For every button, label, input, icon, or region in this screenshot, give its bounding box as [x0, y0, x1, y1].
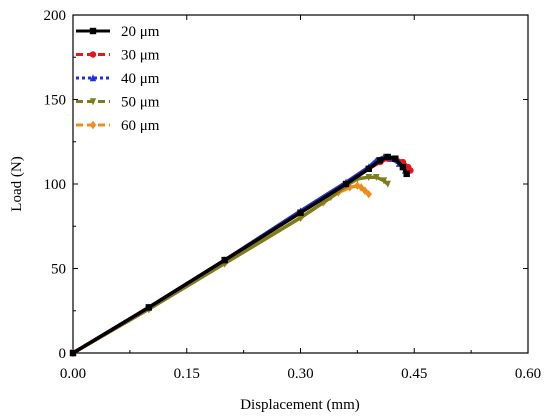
data-point — [221, 256, 228, 264]
y-tick-label: 50 — [51, 262, 66, 278]
data-point — [373, 174, 380, 181]
x-tick-label: 0.00 — [60, 366, 86, 382]
axis-ticks — [72, 14, 529, 354]
series-3 — [69, 174, 391, 357]
data-point — [69, 349, 77, 357]
legend-label: 50 μm — [121, 95, 160, 111]
data-point — [380, 177, 388, 185]
legend-label: 60 μm — [121, 118, 160, 134]
y-tick-label: 200 — [44, 8, 67, 24]
y-axis-title: Load (N) — [9, 156, 25, 211]
data-point — [297, 214, 304, 222]
data-point — [145, 304, 153, 311]
legend-item: 50 μm — [76, 95, 160, 111]
legend-marker — [89, 120, 97, 130]
x-axis-title: Displacement (mm) — [240, 397, 360, 413]
data-point — [399, 163, 407, 171]
x-tick-label: 0.15 — [174, 366, 200, 382]
y-tick-label: 150 — [44, 93, 67, 109]
x-tick-label: 0.30 — [287, 366, 313, 382]
legend-label: 30 μm — [121, 48, 160, 64]
data-point — [354, 181, 361, 190]
data-point — [384, 153, 391, 161]
data-point — [365, 174, 372, 181]
legend-label: 40 μm — [121, 71, 160, 87]
x-tick-label: 0.60 — [515, 366, 541, 382]
legend-marker — [89, 74, 97, 82]
data-point — [365, 189, 372, 199]
y-tick-labels: 0 50 100 150 200 — [44, 8, 67, 362]
data-point — [342, 180, 350, 188]
legend-item: 60 μm — [76, 118, 160, 134]
data-point — [365, 165, 372, 172]
x-tick-labels: 0.00 0.15 0.30 0.45 0.60 — [60, 366, 541, 382]
legend-item: 30 μm — [76, 48, 160, 64]
legend-marker — [89, 98, 97, 106]
series-lines — [69, 153, 414, 358]
legend-item: 40 μm — [76, 71, 160, 87]
legend: 20 μm 30 μm 40 μm 50 μm 60 μm — [76, 24, 160, 134]
legend-marker — [89, 27, 97, 35]
plot-frame — [72, 14, 529, 354]
series-4 — [69, 181, 372, 358]
legend-item: 20 μm — [76, 24, 160, 40]
series-0 — [69, 153, 410, 357]
data-point — [392, 155, 399, 162]
data-point — [403, 170, 410, 178]
data-point — [376, 157, 384, 164]
legend-marker — [89, 51, 97, 58]
legend-label: 20 μm — [121, 24, 160, 40]
data-point — [384, 180, 391, 188]
y-tick-label: 100 — [44, 177, 67, 193]
x-tick-label: 0.45 — [401, 366, 427, 382]
y-tick-label: 0 — [59, 346, 67, 362]
data-point — [297, 209, 304, 216]
